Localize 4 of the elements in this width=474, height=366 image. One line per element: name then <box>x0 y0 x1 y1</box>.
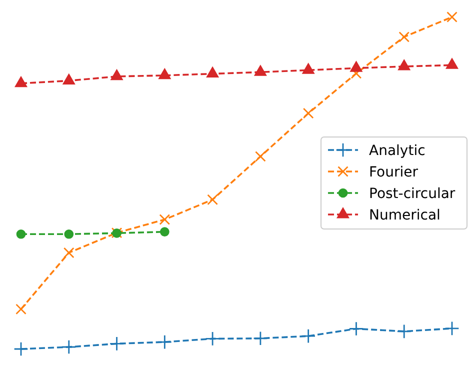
legend-label: Analytic <box>369 143 426 159</box>
legend-label: Numerical <box>369 208 440 224</box>
legend-label: Fourier <box>369 164 418 180</box>
legend-label: Post-circular <box>369 186 456 202</box>
